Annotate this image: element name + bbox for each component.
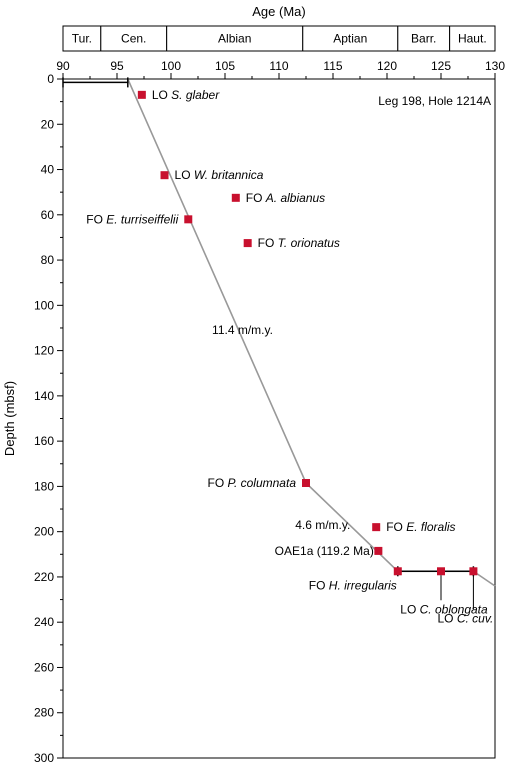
x-tick-label: 115 [323,59,342,73]
x-tick-label: 90 [56,59,70,73]
event-label: FO A. albianus [246,191,325,205]
y-tick-label: 220 [34,570,54,584]
y-tick-label: 240 [34,615,54,629]
event-label: FO T. orionatus [258,236,340,250]
event-marker [393,567,402,576]
stage-bar: Tur. Cen. Albian Aptian Barr. Haut. [62,25,496,52]
y-axis-title: Depth (mbsf) [2,381,17,456]
event-marker [243,239,252,248]
stage-cell [397,25,451,52]
stage-label: Haut. [458,32,487,46]
y-tick-label: 120 [34,344,54,358]
event-marker [372,523,381,532]
event-marker [137,90,146,99]
event-marker [302,479,310,488]
stage-label: Aptian [333,32,367,46]
plot-frame [62,78,496,759]
age-depth-line-layer [127,78,496,587]
stage-cell [100,25,168,52]
event-label: LO C. cuv. [438,611,494,625]
x-tick-label: 125 [431,59,451,73]
event-label: FO H. irregularis [309,578,397,592]
y-tick-label: 40 [41,163,55,177]
annotation: 4.6 m/m.y. [295,518,350,532]
y-tick-label: 280 [34,706,54,720]
x-tick-label: 100 [161,59,181,73]
y-tick-label: 20 [41,117,55,131]
annotation-layer: 11.4 m/m.y. 4.6 m/m.y. OAE1a (119.2 Ma) [212,323,374,558]
site-label: Leg 198, Hole 1214A [378,94,491,108]
event-marker [231,193,240,202]
stage-label: Cen. [121,32,146,46]
annotation: 11.4 m/m.y. [212,323,273,337]
stage-cell [166,25,304,52]
x-tick-label: 105 [215,59,235,73]
x-tick-label: 120 [377,59,397,73]
y-tick-label: 80 [41,253,55,267]
event-label: FO E. floralis [386,520,455,534]
event-marker [160,171,169,180]
event-label: LO S. glaber [152,88,220,102]
y-tick-label: 160 [34,434,54,448]
y-tick-label: 0 [47,72,54,86]
x-tick-label: 110 [269,59,288,73]
event-marker [469,567,478,576]
stage-label: Barr. [411,32,436,46]
stage-label: Tur. [72,32,92,46]
x-axis-title: Age (Ma) [252,4,305,19]
age-depth-line [127,78,496,587]
y-tick-label: 260 [34,660,54,674]
stage-label: Albian [218,32,251,46]
y-tick-label: 300 [34,751,54,765]
y-tick-label: 180 [34,479,54,493]
y-tick-label: 100 [34,298,54,312]
marker-layer [137,90,478,576]
y-tick-label: 140 [34,389,54,403]
y-tick-label: 200 [34,525,54,539]
stage-cell [62,25,102,52]
x-tick-label: 95 [110,59,124,73]
label-layer: LO S. glaber LO W. britannica FO A. albian… [86,88,493,625]
event-label: LO C. oblongata [400,602,488,616]
event-label: LO W. britannica [175,168,264,182]
y-axis: 0 20 40 60 80 100 120 140 160 180 200 220 240 260 280 3… [34,72,63,765]
x-axis: 90 95 100 105 110 115 120 125 130 [56,59,505,79]
y-tick-label: 60 [41,208,55,222]
x-tick-label: 130 [485,59,505,73]
event-label: FO P. columnata [208,476,297,490]
annotation: OAE1a (119.2 Ma) [275,544,374,558]
event-marker [184,215,193,224]
event-label: FO E. turriseiffelii [86,212,178,226]
stage-cell [449,25,496,52]
event-marker [437,567,445,576]
event-marker [374,546,383,555]
